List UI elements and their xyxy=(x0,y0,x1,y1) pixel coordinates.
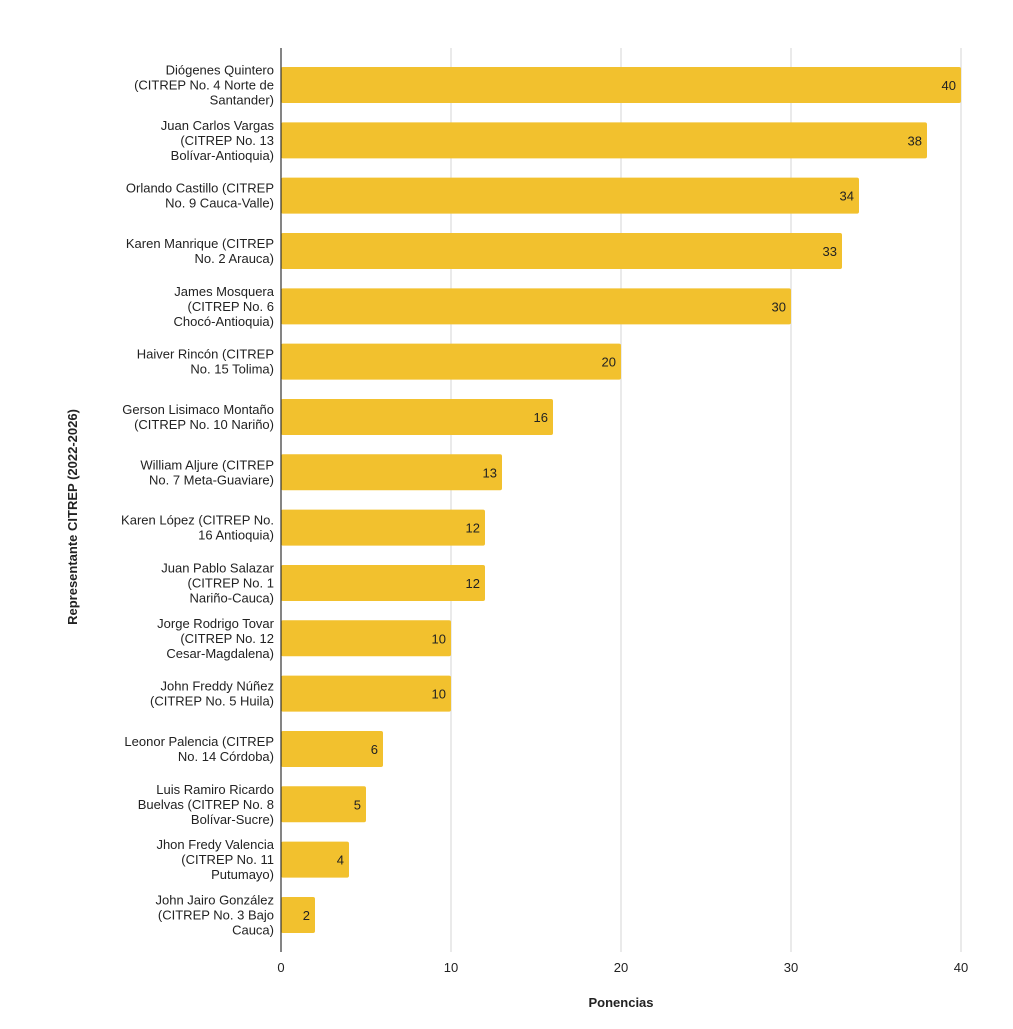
bar-value-label: 13 xyxy=(483,465,497,480)
category-label-line: Haiver Rincón (CITREP xyxy=(137,347,274,362)
category-label: John Jairo González (CITREP No. 3 Bajo Cau… xyxy=(155,892,274,937)
category-label: Diógenes Quintero (CITREP No. 4 Norte de S… xyxy=(134,63,274,108)
category-label-line: Juan Carlos Vargas xyxy=(161,118,275,133)
bar xyxy=(281,730,383,767)
category-label-line: Bolívar-Antioquia) xyxy=(171,148,274,163)
bar-value-label: 12 xyxy=(466,521,480,536)
category-label-line: (CITREP No. 1 xyxy=(188,575,274,590)
bar xyxy=(281,786,366,823)
x-tick-label: 10 xyxy=(444,960,458,975)
bar xyxy=(281,398,553,435)
category-label-line: (CITREP No. 5 Huila) xyxy=(150,694,274,709)
category-label-line: William Aljure (CITREP xyxy=(140,457,274,472)
category-label-line: 16 Antioquia) xyxy=(198,528,274,543)
category-label: John Freddy Núñez (CITREP No. 5 Huila) xyxy=(150,679,274,709)
category-label-line: Buelvas (CITREP No. 8 xyxy=(138,797,274,812)
category-label-line: Nariño-Cauca) xyxy=(189,590,274,605)
category-label-line: No. 7 Meta-Guaviare) xyxy=(149,472,274,487)
bar xyxy=(281,454,502,491)
bars: 40 38 34 33 30 20 16 13 12 12 10 10 6 5 4 2 xyxy=(281,67,961,933)
category-label: Leonor Palencia (CITREP No. 14 Córdoba) xyxy=(124,734,274,764)
category-label-line: Putumayo) xyxy=(211,867,274,882)
bar xyxy=(281,177,859,214)
category-label: Haiver Rincón (CITREP No. 15 Tolima) xyxy=(137,347,274,377)
bar xyxy=(281,288,791,325)
x-tick-label: 20 xyxy=(614,960,628,975)
bar xyxy=(281,343,621,380)
bar-value-label: 10 xyxy=(432,631,446,646)
category-label-line: Jorge Rodrigo Tovar xyxy=(157,616,274,631)
bar xyxy=(281,232,842,269)
x-tick-label: 0 xyxy=(277,960,284,975)
category-label: James Mosquera (CITREP No. 6 Chocó-Antioqu… xyxy=(174,284,275,329)
bar xyxy=(281,675,451,712)
category-label: Jhon Fredy Valencia (CITREP No. 11 Putumay… xyxy=(156,837,274,882)
category-label-line: (CITREP No. 3 Bajo xyxy=(158,907,274,922)
category-label: Jorge Rodrigo Tovar (CITREP No. 12 Cesar-M… xyxy=(157,616,274,661)
category-label-line: Karen Manrique (CITREP xyxy=(126,236,274,251)
category-label-line: Cauca) xyxy=(232,922,274,937)
bar-value-label: 5 xyxy=(354,797,361,812)
x-axis-title: Ponencias xyxy=(588,995,653,1010)
category-label: Karen Manrique (CITREP No. 2 Arauca) xyxy=(126,236,274,266)
category-label-line: Luis Ramiro Ricardo xyxy=(156,782,274,797)
category-label-line: Cesar-Magdalena) xyxy=(166,646,274,661)
category-label-line: No. 2 Arauca) xyxy=(195,251,275,266)
bar-value-label: 30 xyxy=(772,299,786,314)
bar-value-label: 4 xyxy=(337,853,344,868)
category-label-line: John Jairo González xyxy=(155,892,274,907)
bar xyxy=(281,620,451,657)
category-label-line: Santander) xyxy=(210,93,274,108)
category-label: Orlando Castillo (CITREP No. 9 Cauca-Vall… xyxy=(126,181,274,211)
bar xyxy=(281,67,961,103)
category-label-line: Bolívar-Sucre) xyxy=(191,812,274,827)
category-label-line: (CITREP No. 6 xyxy=(188,299,274,314)
bar-value-label: 2 xyxy=(303,908,310,923)
bar-value-label: 10 xyxy=(432,687,446,702)
category-label-line: (CITREP No. 4 Norte de xyxy=(134,78,274,93)
bar-value-label: 38 xyxy=(908,133,922,148)
bar-value-label: 12 xyxy=(466,576,480,591)
bar-value-label: 40 xyxy=(942,78,956,93)
bar xyxy=(281,509,485,546)
category-label-line: (CITREP No. 12 xyxy=(180,631,274,646)
bar-value-label: 20 xyxy=(602,355,616,370)
category-label-line: Chocó-Antioquia) xyxy=(174,314,274,329)
category-label-line: No. 9 Cauca-Valle) xyxy=(165,196,274,211)
bar xyxy=(281,122,927,159)
bar xyxy=(281,896,315,933)
bar xyxy=(281,564,485,601)
x-tick-label: 30 xyxy=(784,960,798,975)
category-label-line: No. 15 Tolima) xyxy=(190,362,274,377)
category-label-line: Jhon Fredy Valencia xyxy=(156,837,274,852)
category-label: Gerson Lisimaco Montaño (CITREP No. 10 Na… xyxy=(122,402,274,432)
category-label-line: Gerson Lisimaco Montaño xyxy=(122,402,274,417)
category-label-line: No. 14 Córdoba) xyxy=(178,749,274,764)
category-label-line: (CITREP No. 13 xyxy=(180,133,274,148)
category-label: Juan Pablo Salazar (CITREP No. 1 Nariño-Ca… xyxy=(161,560,274,605)
bar-value-label: 6 xyxy=(371,742,378,757)
category-label-line: Juan Pablo Salazar xyxy=(161,560,274,575)
y-axis-title: Representante CITREP (2022-2026) xyxy=(65,409,80,625)
category-labels: Diógenes Quintero (CITREP No. 4 Norte de S… xyxy=(121,63,275,938)
category-label-line: (CITREP No. 11 xyxy=(181,852,274,867)
category-label-line: John Freddy Núñez xyxy=(161,679,274,694)
category-label: William Aljure (CITREP No. 7 Meta-Guaviar… xyxy=(140,457,274,487)
category-label: Luis Ramiro Ricardo Buelvas (CITREP No. 8… xyxy=(138,782,274,827)
category-label-line: (CITREP No. 10 Nariño) xyxy=(134,417,274,432)
category-label: Karen López (CITREP No. 16 Antioquia) xyxy=(121,513,274,543)
category-label-line: Karen López (CITREP No. xyxy=(121,513,274,528)
category-label-line: Orlando Castillo (CITREP xyxy=(126,181,274,196)
category-label-line: Diógenes Quintero xyxy=(166,63,274,78)
bar xyxy=(281,841,349,878)
category-label-line: James Mosquera xyxy=(174,284,274,299)
category-label-line: Leonor Palencia (CITREP xyxy=(124,734,274,749)
category-label: Juan Carlos Vargas (CITREP No. 13 Bolívar-… xyxy=(161,118,275,163)
bar-value-label: 34 xyxy=(840,189,854,204)
bar-value-label: 33 xyxy=(823,244,837,259)
bar-value-label: 16 xyxy=(534,410,548,425)
x-tick-label: 40 xyxy=(954,960,968,975)
x-tick-labels: 0 10 20 30 40 xyxy=(277,960,968,975)
